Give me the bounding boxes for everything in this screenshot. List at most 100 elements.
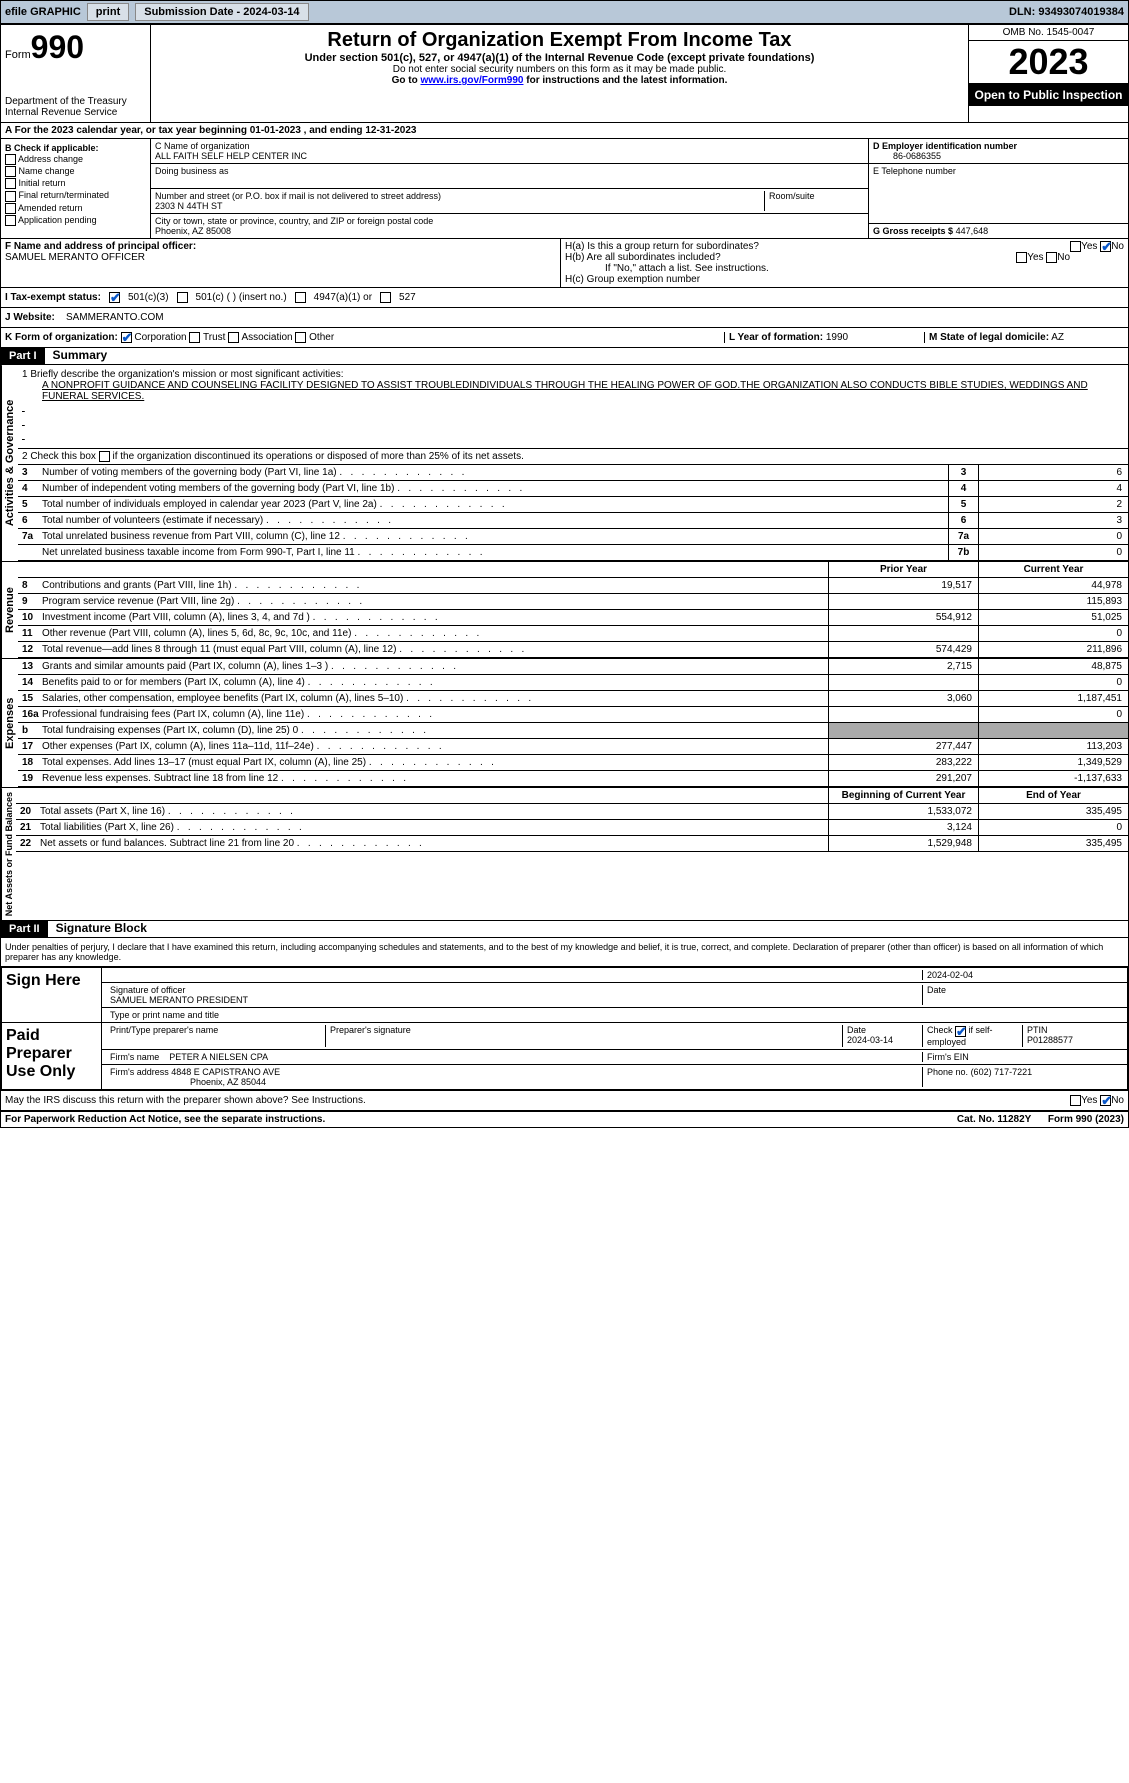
kform-label: K Form of organization: <box>5 332 118 343</box>
city-state-zip: Phoenix, AZ 85008 <box>155 226 231 236</box>
form-number: 990 <box>31 29 84 65</box>
form-footer: Form 990 (2023) <box>1048 1114 1124 1125</box>
amended-return-check[interactable] <box>5 203 16 214</box>
discuss-yes[interactable] <box>1070 1095 1081 1106</box>
gov-tab: Activities & Governance <box>1 365 18 561</box>
end-year-hdr: End of Year <box>978 788 1128 803</box>
state-domicile: AZ <box>1051 332 1064 343</box>
address-change-check[interactable] <box>5 154 16 165</box>
perjury-text: Under penalties of perjury, I declare th… <box>1 938 1128 967</box>
type-name-label: Type or print name and title <box>106 1010 223 1020</box>
hb-note: If "No," attach a list. See instructions… <box>565 263 1124 274</box>
initial-return-check[interactable] <box>5 178 16 189</box>
box-c-name-label: C Name of organization <box>155 141 250 151</box>
hc-label: H(c) Group exemption number <box>565 274 1124 285</box>
form-990: Form990 Department of the Treasury Inter… <box>0 24 1129 1128</box>
net-tab: Net Assets or Fund Balances <box>1 788 16 920</box>
sig-officer-name: SAMUEL MERANTO PRESIDENT <box>110 995 248 1005</box>
ha-label: H(a) Is this a group return for subordin… <box>565 241 759 252</box>
box-e-label: E Telephone number <box>873 166 956 176</box>
exp-tab: Expenses <box>1 659 18 787</box>
website-value: SAMMERANTO.COM <box>66 312 164 323</box>
firm-addr: 4848 E CAPISTRANO AVE <box>171 1067 280 1077</box>
irs-link[interactable]: www.irs.gov/Form990 <box>420 75 523 86</box>
year-formation: 1990 <box>826 332 848 343</box>
box-b: B Check if applicable: Address change Na… <box>1 139 151 238</box>
mission-label: 1 Briefly describe the organization's mi… <box>22 369 1124 380</box>
part1-title: Summary <box>45 346 116 364</box>
501c-check[interactable] <box>177 292 188 303</box>
prep-sig-lbl: Preparer's signature <box>326 1025 843 1046</box>
officer-name: SAMUEL MERANTO OFFICER <box>5 252 145 263</box>
hb-no[interactable] <box>1046 252 1057 263</box>
pra-notice: For Paperwork Reduction Act Notice, see … <box>5 1114 325 1125</box>
box-d-label: D Employer identification number <box>873 141 1017 151</box>
begin-year-hdr: Beginning of Current Year <box>828 788 978 803</box>
box-f-label: F Name and address of principal officer: <box>5 241 196 252</box>
website-label: J Website: <box>5 312 55 323</box>
paid-prep-label: Paid Preparer Use Only <box>2 1023 102 1088</box>
dba-label: Doing business as <box>155 166 229 176</box>
print-button[interactable]: print <box>87 3 129 21</box>
firm-ein-lbl: Firm's EIN <box>923 1052 1123 1062</box>
date-label: Date <box>923 985 1123 1005</box>
line2: 2 Check this box if the organization dis… <box>18 449 1128 464</box>
ssn-note: Do not enter social security numbers on … <box>155 64 964 75</box>
submission-date: Submission Date - 2024-03-14 <box>135 3 308 21</box>
mission-text: A NONPROFIT GUIDANCE AND COUNSELING FACI… <box>22 380 1124 402</box>
current-year-hdr: Current Year <box>978 562 1128 577</box>
taxex-label: I Tax-exempt status: <box>5 292 101 303</box>
firm-name: PETER A NIELSEN CPA <box>169 1052 268 1062</box>
street-address: 2303 N 44TH ST <box>155 201 223 211</box>
efile-label: efile GRAPHIC <box>5 6 81 18</box>
prep-name-lbl: Print/Type preparer's name <box>106 1025 326 1046</box>
other-check[interactable] <box>295 332 306 343</box>
ein-value: 86-0686355 <box>873 151 941 161</box>
501c3-check[interactable] <box>109 292 120 303</box>
name-change-check[interactable] <box>5 166 16 177</box>
app-pending-check[interactable] <box>5 215 16 226</box>
hb-label: H(b) Are all subordinates included? <box>565 252 721 263</box>
rev-tab: Revenue <box>1 562 18 658</box>
box-m-label: M State of legal domicile: <box>929 332 1049 343</box>
part2-header: Part II <box>1 921 48 937</box>
firm-addr2: Phoenix, AZ 85044 <box>110 1077 266 1087</box>
discuss-no[interactable] <box>1100 1095 1111 1106</box>
trust-check[interactable] <box>189 332 200 343</box>
city-label: City or town, state or province, country… <box>155 216 433 226</box>
ha-yes[interactable] <box>1070 241 1081 252</box>
firm-phone: (602) 717-7221 <box>971 1067 1033 1077</box>
irs-discuss: May the IRS discuss this return with the… <box>5 1095 366 1106</box>
top-toolbar: efile GRAPHIC print Submission Date - 20… <box>0 0 1129 24</box>
4947-check[interactable] <box>295 292 306 303</box>
corp-check[interactable] <box>121 332 132 343</box>
527-check[interactable] <box>380 292 391 303</box>
prep-date: 2024-03-14 <box>847 1035 893 1045</box>
gross-receipts: 447,648 <box>956 226 989 236</box>
dln-label: DLN: 93493074019384 <box>1009 6 1124 18</box>
room-label: Room/suite <box>764 191 864 211</box>
final-return-check[interactable] <box>5 191 16 202</box>
tax-year: 2023 <box>969 41 1128 84</box>
omb-number: OMB No. 1545-0047 <box>969 25 1128 41</box>
discontinued-check[interactable] <box>99 451 110 462</box>
part1-header: Part I <box>1 348 45 364</box>
form-header: Form990 Department of the Treasury Inter… <box>1 25 1128 123</box>
cat-no: Cat. No. 11282Y <box>957 1114 1031 1125</box>
goto-label: Go to <box>392 75 421 86</box>
box-g-label: G Gross receipts $ <box>873 226 953 236</box>
tax-period: A For the 2023 calendar year, or tax yea… <box>1 123 1128 139</box>
public-inspection: Open to Public Inspection <box>969 84 1128 106</box>
sign-here-label: Sign Here <box>2 968 102 1022</box>
addr-label: Number and street (or P.O. box if mail i… <box>155 191 441 201</box>
self-employed-check[interactable] <box>955 1026 966 1037</box>
part2-title: Signature Block <box>48 919 155 937</box>
ptin: P01288577 <box>1027 1035 1073 1045</box>
ha-no[interactable] <box>1100 241 1111 252</box>
assoc-check[interactable] <box>228 332 239 343</box>
irs-label: Internal Revenue Service <box>5 107 146 118</box>
box-l-label: L Year of formation: <box>729 332 823 343</box>
goto-suffix: for instructions and the latest informat… <box>523 75 727 86</box>
hb-yes[interactable] <box>1016 252 1027 263</box>
dept-label: Department of the Treasury <box>5 96 146 107</box>
